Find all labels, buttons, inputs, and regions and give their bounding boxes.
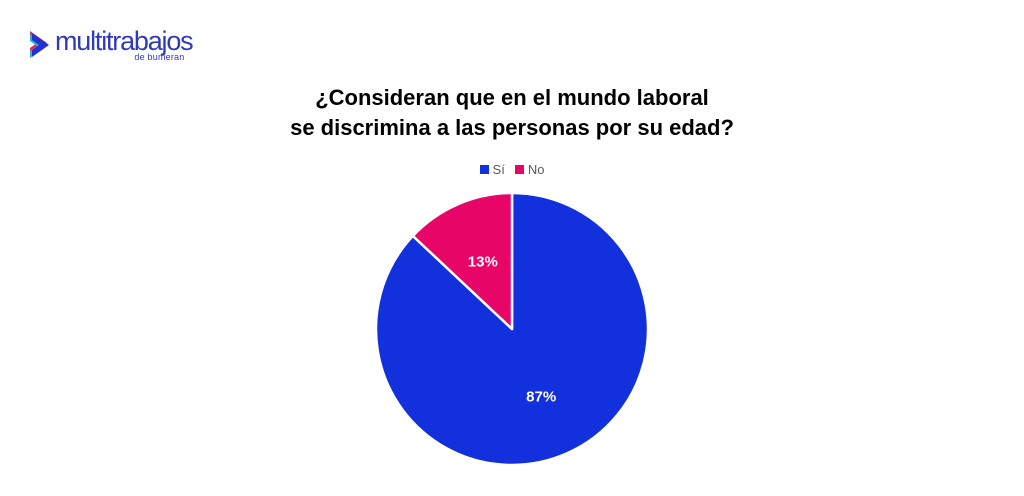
- legend-swatch: [479, 165, 489, 174]
- legend-label: No: [527, 162, 545, 177]
- pie-slice-value-label: 13%: [468, 254, 498, 271]
- legend-item-si: Sí: [479, 162, 505, 177]
- logo-text-block: multitrabajos de bumeran: [55, 26, 194, 62]
- pie-slice-value-label: 87%: [526, 388, 556, 405]
- logo-subtext: de bumeran: [134, 52, 185, 62]
- chart-title: ¿Consideran que en el mundo laboral se d…: [290, 85, 734, 140]
- legend-swatch: [514, 165, 524, 174]
- pie-chart-svg: 87% 13%: [374, 191, 650, 467]
- logo-wordmark: multitrabajos: [55, 26, 194, 56]
- pie-slice-no: [411, 191, 514, 331]
- chart-legend: Sí No: [0, 162, 1024, 177]
- pie-chart: 87% 13%: [362, 179, 662, 479]
- chevron-right-icon: [30, 31, 49, 58]
- legend-item-no: No: [514, 162, 545, 177]
- legend-label: Sí: [492, 162, 505, 177]
- multitrabajos-logo: multitrabajos de bumeran: [28, 26, 194, 62]
